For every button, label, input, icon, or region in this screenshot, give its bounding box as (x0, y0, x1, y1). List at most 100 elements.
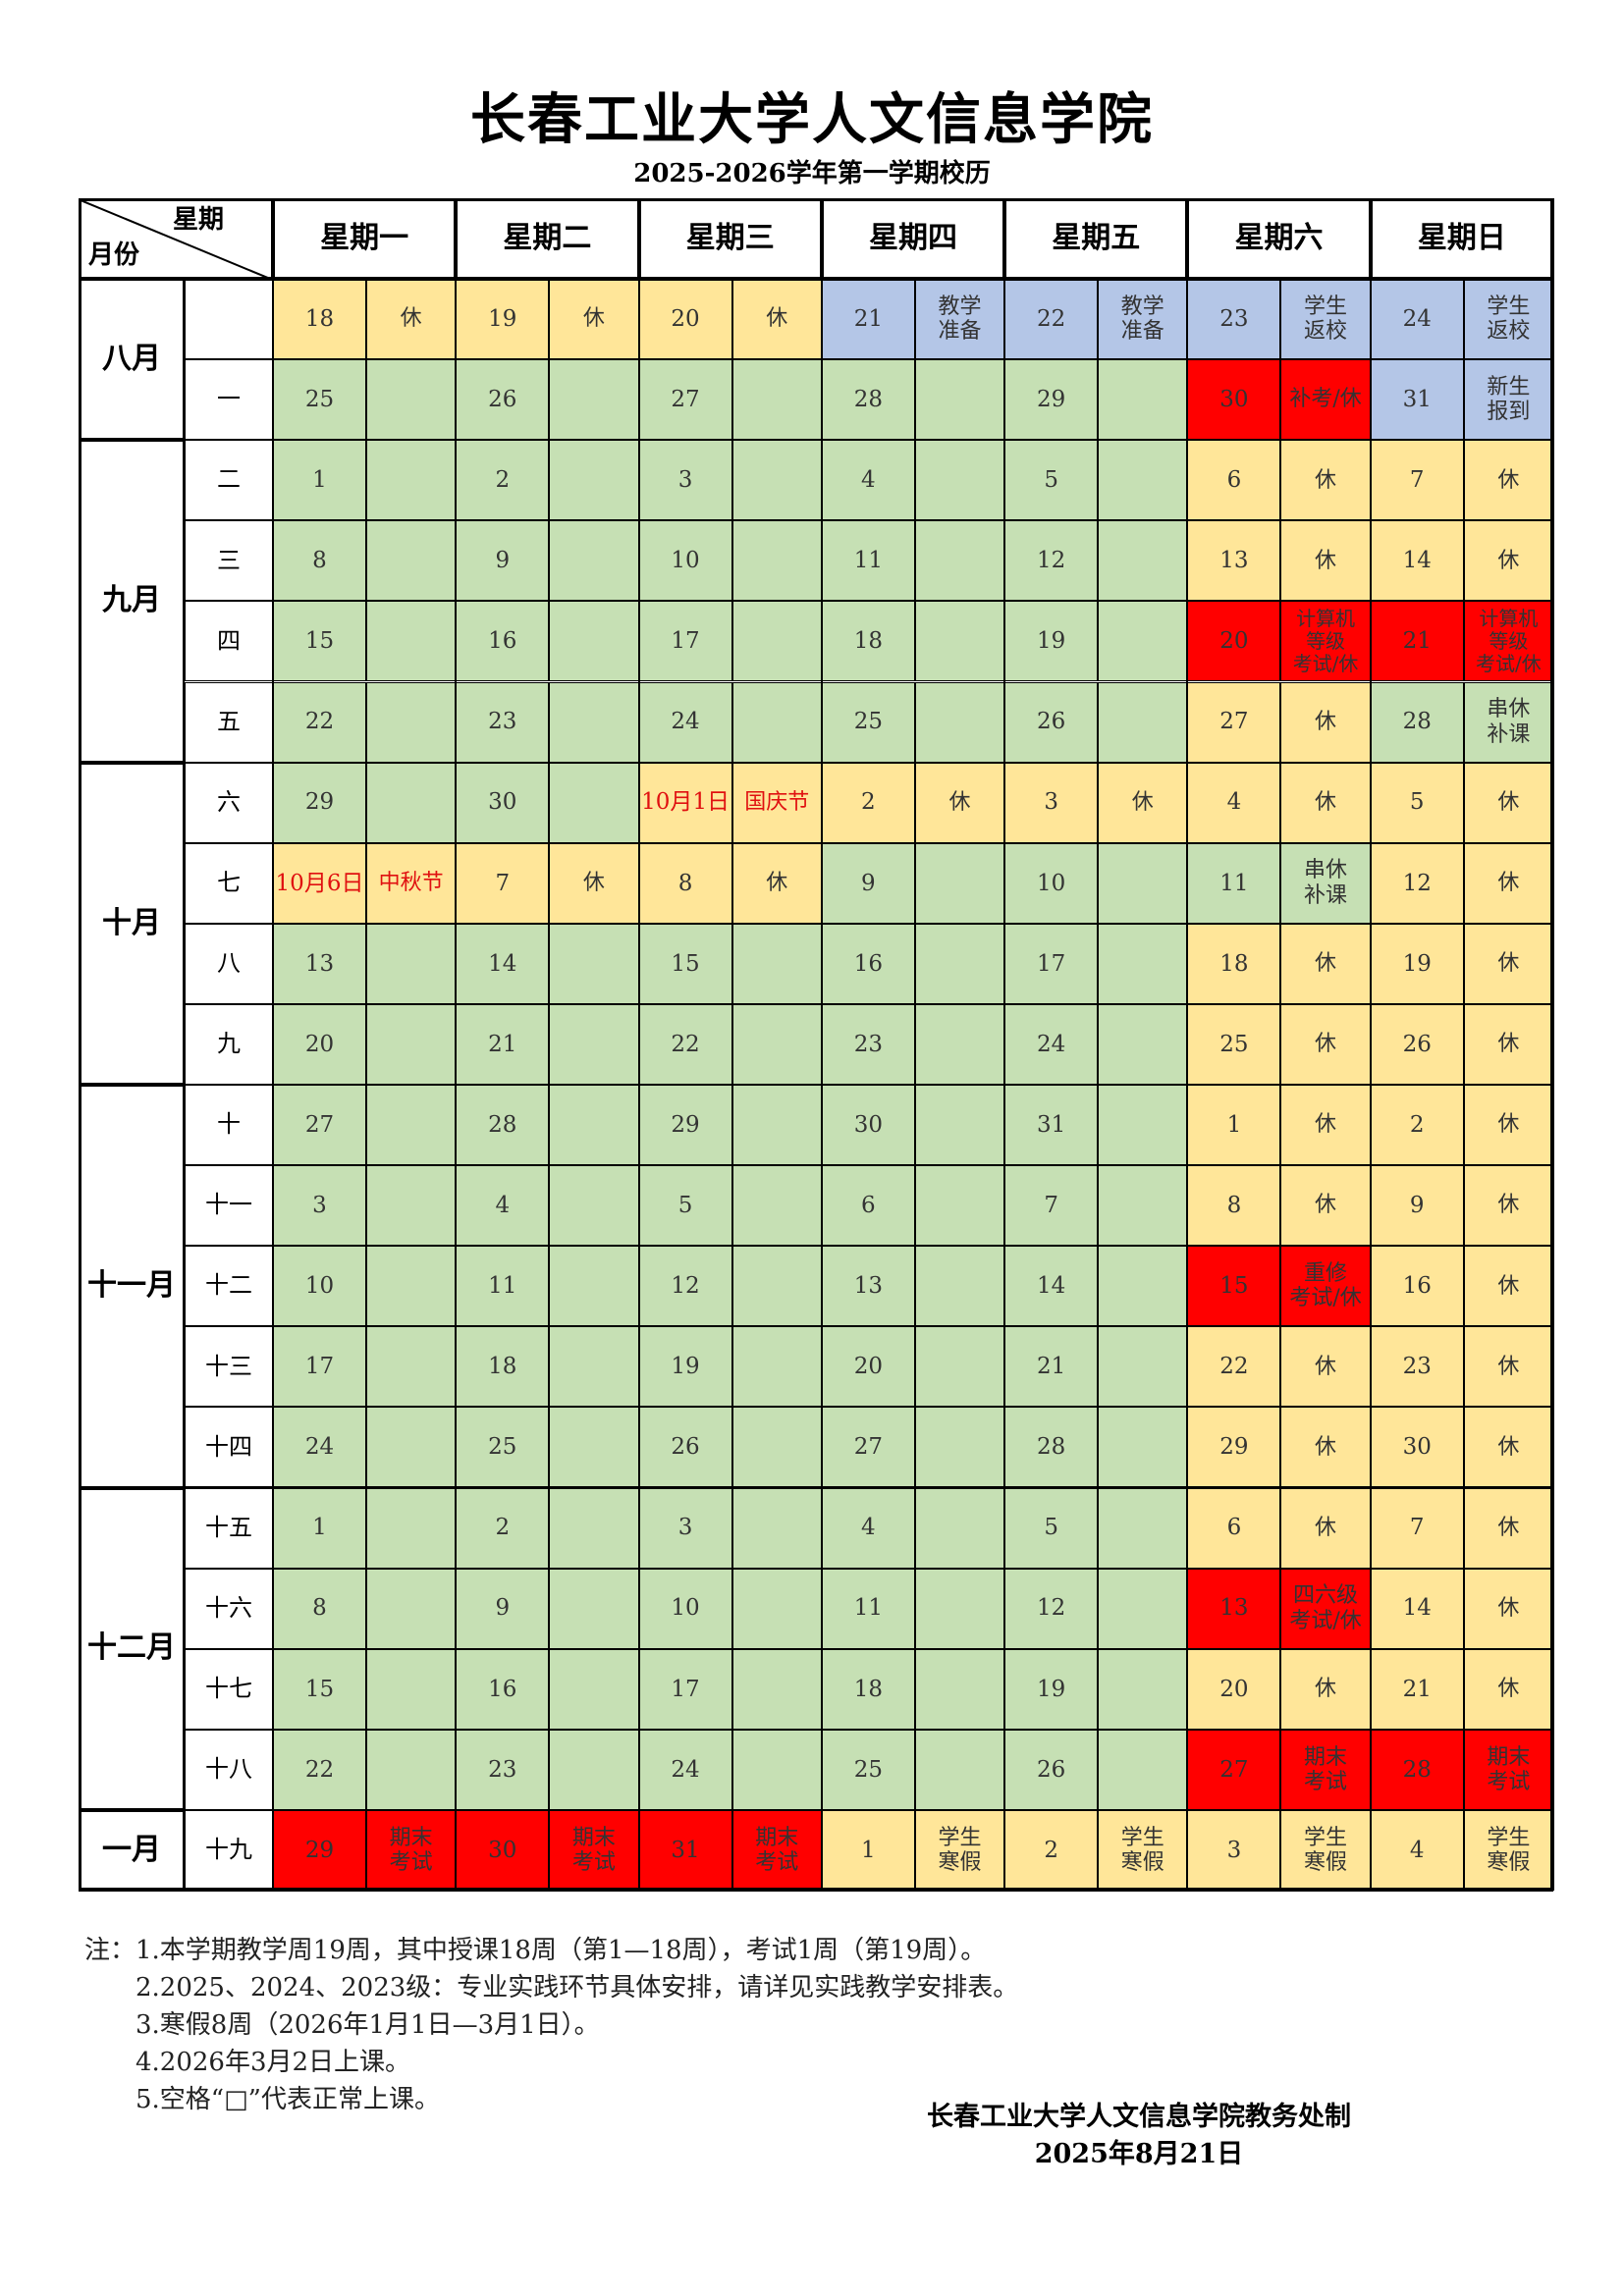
date-cell: 11 (456, 1246, 550, 1327)
date-cell: 1 (273, 1487, 366, 1569)
day-note-cell (366, 923, 457, 1004)
day-note-cell (366, 1568, 457, 1649)
date-cell: 22 (273, 1729, 366, 1810)
page-subtitle: 2025-2026学年第一学期校历 (633, 159, 991, 188)
day-note-cell: 休 (1280, 1165, 1371, 1247)
day-note-cell (549, 1326, 639, 1408)
day-note-cell: 休 (1280, 1648, 1371, 1730)
date-cell: 13 (1187, 1568, 1281, 1649)
date-cell: 10月1日 (638, 762, 732, 843)
day-note-cell (366, 1003, 457, 1085)
date-cell: 21 (821, 279, 915, 360)
date-cell: 10 (1004, 842, 1099, 924)
date-cell: 1 (821, 1809, 915, 1891)
day-note-cell (549, 440, 639, 521)
date-cell: 19 (1004, 1648, 1099, 1730)
day-note-cell: 休 (1280, 440, 1371, 521)
corner-diagonal (81, 200, 275, 281)
day-note-cell (914, 601, 1005, 682)
day-note-cell: 休 (1463, 1326, 1553, 1408)
month-label: 十二月 (79, 1487, 185, 1810)
day-note-cell (549, 1568, 639, 1649)
day-note-cell: 休 (1463, 1246, 1553, 1327)
day-note-cell (731, 1568, 822, 1649)
date-cell: 15 (273, 1648, 366, 1730)
day-note-cell (1098, 1085, 1188, 1166)
weekday-header: 星期一 (273, 198, 457, 279)
week-number (185, 279, 273, 360)
day-note-cell (731, 440, 822, 521)
date-cell: 2 (1370, 1085, 1464, 1166)
date-cell: 17 (1004, 923, 1099, 1004)
day-note-cell: 休 (731, 842, 822, 924)
day-note-cell (366, 1729, 457, 1810)
date-cell: 5 (1004, 440, 1099, 521)
day-note-cell (1098, 923, 1188, 1004)
day-note-cell (549, 1407, 639, 1488)
day-note-cell: 中秋节 (366, 842, 457, 924)
day-note-cell (731, 923, 822, 1004)
day-note-cell: 休 (1280, 1326, 1371, 1408)
day-note-cell (731, 1407, 822, 1488)
date-cell: 2 (1004, 1809, 1099, 1891)
date-cell: 8 (273, 520, 366, 602)
day-note-cell: 期末 考试 (1463, 1729, 1553, 1810)
day-note-cell: 学生 寒假 (1280, 1809, 1371, 1891)
date-cell: 18 (273, 279, 366, 360)
day-note-cell: 休 (731, 279, 822, 360)
day-note-cell (366, 681, 457, 763)
week-number: 三 (185, 520, 273, 602)
day-note-cell: 休 (1098, 762, 1188, 843)
day-note-cell: 计算机 等级 考试/休 (1280, 601, 1371, 682)
day-note-cell (1098, 440, 1188, 521)
day-note-cell: 休 (1463, 1165, 1553, 1247)
day-note-cell: 休 (1463, 1487, 1553, 1569)
date-cell: 3 (638, 1487, 732, 1569)
week-number: 五 (185, 681, 273, 763)
date-cell: 31 (1004, 1085, 1099, 1166)
date-cell: 13 (821, 1246, 915, 1327)
day-note-cell (731, 681, 822, 763)
day-note-cell: 期末 考试 (366, 1809, 457, 1891)
date-cell: 29 (638, 1085, 732, 1166)
date-cell: 3 (1004, 762, 1099, 843)
date-cell: 27 (638, 359, 732, 441)
day-note-cell: 期末 考试 (731, 1809, 822, 1891)
date-cell: 18 (821, 601, 915, 682)
date-cell: 25 (821, 1729, 915, 1810)
date-cell: 24 (1004, 1003, 1099, 1085)
date-cell: 23 (1187, 279, 1281, 360)
day-note-cell: 教学 准备 (914, 279, 1005, 360)
day-note-cell (549, 1003, 639, 1085)
date-cell: 13 (1187, 520, 1281, 602)
day-note-cell (731, 601, 822, 682)
date-cell: 23 (456, 681, 550, 763)
date-cell: 20 (273, 1003, 366, 1085)
day-note-cell (731, 1165, 822, 1247)
day-note-cell (731, 1085, 822, 1166)
day-note-cell (914, 1407, 1005, 1488)
day-note-cell (366, 520, 457, 602)
day-note-cell: 学生 返校 (1463, 279, 1553, 360)
date-cell: 14 (1370, 520, 1464, 602)
date-cell: 20 (821, 1326, 915, 1408)
column-divider (1552, 198, 1554, 1891)
date-cell: 25 (1187, 1003, 1281, 1085)
day-note-cell (914, 1568, 1005, 1649)
day-note-cell: 期末 考试 (549, 1809, 639, 1891)
day-note-cell: 休 (1280, 762, 1371, 843)
day-note-cell (1098, 1487, 1188, 1569)
day-note-cell (914, 1085, 1005, 1166)
day-note-cell: 串休 补课 (1280, 842, 1371, 924)
day-note-cell: 休 (549, 842, 639, 924)
date-cell: 9 (456, 1568, 550, 1649)
month-label: 十一月 (79, 1085, 185, 1488)
day-note-cell (366, 601, 457, 682)
corner-label-month: 月份 (88, 240, 140, 271)
column-divider (637, 198, 640, 1891)
date-cell: 25 (456, 1407, 550, 1488)
week-number: 九 (185, 1003, 273, 1085)
note-line: 2.2025、2024、2023级：专业实践环节具体安排，请详见实践教学安排表。 (84, 1973, 1019, 2002)
day-note-cell (549, 359, 639, 441)
week-number: 十五 (185, 1487, 273, 1569)
